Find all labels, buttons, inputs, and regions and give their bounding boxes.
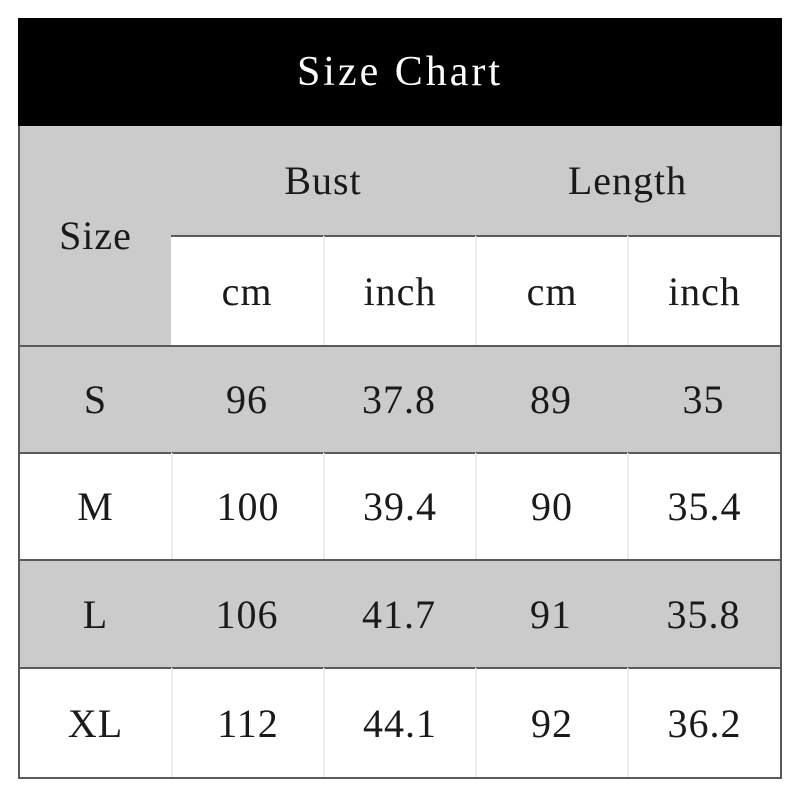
row-s-length-inch: 35: [627, 345, 780, 452]
title-bar: Size Chart: [18, 18, 782, 126]
row-xl-bust-inch: 44.1: [323, 667, 475, 777]
bust-group-header: Bust: [171, 126, 475, 235]
row-xl-size-label: XL: [20, 667, 171, 777]
row-m-size-label: M: [20, 452, 171, 559]
unit-header-length-cm: cm: [475, 235, 627, 345]
size-column-header: Size: [20, 126, 171, 345]
row-s-bust-inch: 37.8: [323, 345, 475, 452]
size-table: Size Bust Length cm inch cm inch S 96 37…: [18, 126, 782, 779]
row-l-bust-cm: 106: [171, 559, 323, 667]
row-m-length-cm: 90: [475, 452, 627, 559]
unit-header-bust-cm: cm: [171, 235, 323, 345]
row-s-size-label: S: [20, 345, 171, 452]
page-title: Size Chart: [296, 49, 504, 95]
row-s-bust-cm: 96: [171, 345, 323, 452]
size-chart-panel: Size Chart Size Bust Length cm inch cm i…: [18, 18, 782, 779]
row-m-bust-inch: 39.4: [323, 452, 475, 559]
row-l-bust-inch: 41.7: [323, 559, 475, 667]
row-l-length-inch: 35.8: [627, 559, 780, 667]
row-m-bust-cm: 100: [171, 452, 323, 559]
row-xl-length-inch: 36.2: [627, 667, 780, 777]
length-group-header: Length: [475, 126, 780, 235]
row-s-length-cm: 89: [475, 345, 627, 452]
row-l-length-cm: 91: [475, 559, 627, 667]
unit-header-length-inch: inch: [627, 235, 780, 345]
unit-header-bust-inch: inch: [323, 235, 475, 345]
row-xl-length-cm: 92: [475, 667, 627, 777]
row-xl-bust-cm: 112: [171, 667, 323, 777]
row-l-size-label: L: [20, 559, 171, 667]
row-m-length-inch: 35.4: [627, 452, 780, 559]
